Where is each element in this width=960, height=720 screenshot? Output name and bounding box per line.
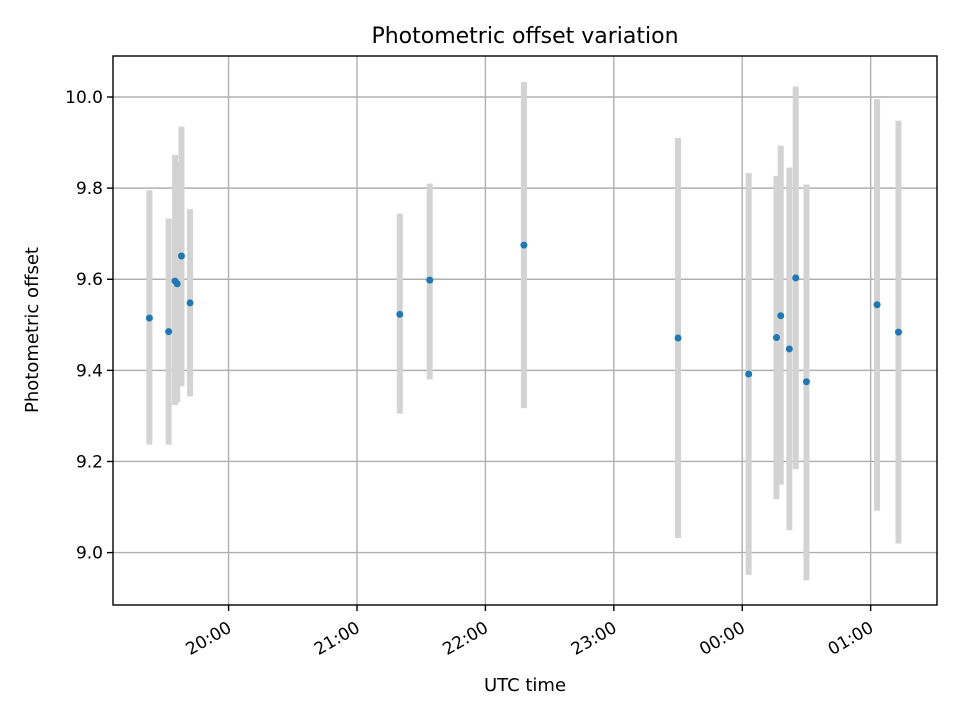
data-point: [396, 310, 404, 318]
data-point: [873, 301, 881, 309]
data-point: [745, 370, 753, 378]
data-point: [802, 378, 810, 386]
data-point: [894, 328, 902, 336]
x-tick-label: 23:00: [568, 618, 620, 660]
data-point: [674, 334, 682, 342]
y-tick-label: 9.4: [76, 361, 103, 381]
y-tick-label: 9.8: [76, 179, 103, 199]
y-axis-label: Photometric offset: [22, 247, 43, 413]
data-point: [426, 276, 434, 284]
data-point: [186, 299, 194, 307]
y-axis-ticks: 9.0 9.2 9.4 9.6 9.8 10.0: [65, 88, 113, 564]
data-point: [772, 334, 780, 342]
y-tick-label: 9.2: [76, 452, 103, 472]
data-point: [145, 314, 153, 322]
data-point: [785, 345, 793, 353]
data-point: [165, 328, 173, 336]
x-tick-label: 00:00: [696, 618, 748, 660]
data-points: [145, 241, 902, 386]
data-point: [177, 252, 185, 260]
data-point: [520, 241, 528, 249]
x-axis-ticks: 20:00 21:00 22:00 23:00 00:00 01:00: [183, 605, 877, 660]
x-tick-label: 22:00: [439, 618, 491, 660]
x-tick-label: 21:00: [311, 618, 363, 660]
data-point: [792, 274, 800, 282]
data-point: [777, 312, 785, 320]
y-tick-label: 10.0: [65, 88, 103, 108]
error-bars: [146, 81, 902, 581]
plot-frame: [112, 55, 938, 606]
y-tick-label: 9.6: [76, 270, 103, 290]
x-tick-label: 01:00: [825, 618, 877, 660]
y-tick-label: 9.0: [76, 544, 103, 564]
data-point: [173, 280, 181, 288]
x-tick-label: 20:00: [183, 618, 235, 660]
chart-title: Photometric offset variation: [371, 24, 678, 49]
x-axis-label: UTC time: [484, 675, 566, 696]
